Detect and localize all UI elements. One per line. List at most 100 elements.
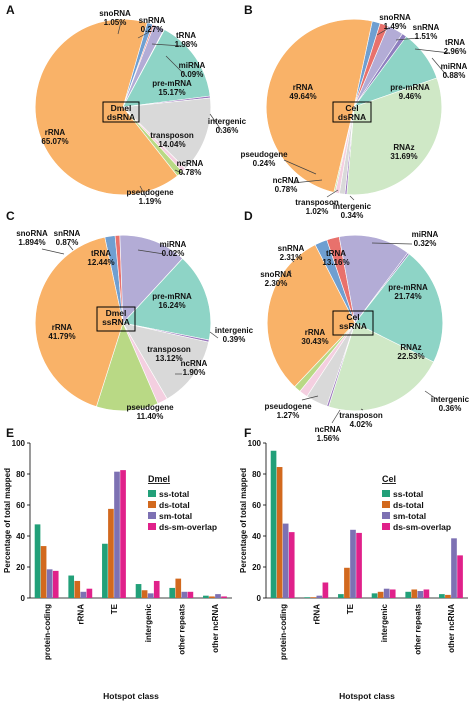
slice-name-pseudogene: pseudogene [264,402,312,411]
slice-name-rnaz: RNAz [400,343,421,352]
center-label-type: ssRNA [339,321,367,331]
bar-ss-total-te [102,543,108,598]
slice-name-rrna: rRNA [52,323,73,332]
slice-value-intergenic: 0.34% [341,211,364,220]
leader-line-ncrna [331,409,341,424]
legend-swatch-sm-total [382,512,390,519]
slice-name-mirna: miRNA [160,240,187,249]
bar-ss-total-intergenic [135,584,142,598]
leader-line-snorna [117,21,122,35]
leader-line-pseudogene [283,159,317,175]
slice-value-mirna: 0.02% [162,249,185,258]
bar-ss-total-te [338,594,344,598]
y-tick-label: 0 [21,594,26,603]
slice-value-snrna: 1.51% [415,32,438,41]
slice-value-mirna: 0.09% [181,70,204,79]
x-tick-label: TE [110,603,119,614]
y-tick-label: 20 [252,563,261,572]
slice-value-trna: 1.98% [175,40,198,49]
panel-letter-c: C [6,209,15,223]
leader-line-mirna [137,249,165,255]
center-label-type: dsRNA [107,112,135,122]
x-tick-label: intergenic [144,603,153,642]
leader-line-trna [414,48,451,54]
pie-outline [265,18,443,196]
slice-value-pre-mrna: 16.24% [158,301,185,310]
bar-ss-total-other-ncrna [439,594,445,598]
leader-line-trna [151,43,183,47]
slice-name-snorna: snoRNA [260,270,292,279]
y-tick-label: 20 [16,563,25,572]
bar-ds-total-protein-coding [276,467,283,598]
bar-sm-total-rrna [316,595,323,598]
legend-label-sm-total: sm-total [159,511,192,521]
leader-line-snorna [41,248,65,255]
bar-sm-total-other-ncrna [451,538,457,598]
bar-sm-total-protein-coding [282,523,289,598]
slice-value-mirna: 0.88% [443,71,466,80]
slice-value-pre-mrna: 21.74% [394,292,421,301]
legend-label-ss-total: ss-total [159,489,189,499]
bar-ss-total-other-repeats [169,587,176,598]
slice-value-rrna: 30.43% [301,337,328,346]
slice-name-snorna: snoRNA [16,229,48,238]
leader-line-snorna [289,269,292,275]
legend-title: Cel [382,474,396,484]
x-tick-label: other repeats [178,603,187,654]
slice-value-ncrna: 0.78% [179,168,202,177]
slice-name-pre-mrna: pre-mRNA [152,292,192,301]
bar-sm-total-other-repeats [181,591,188,598]
slice-name-pseudogene: pseudogene [126,403,174,412]
leader-line-pseudogene [139,185,147,198]
slice-name-snorna: snoRNA [379,13,411,22]
slice-value-ncrna: 0.78% [275,185,298,194]
bar-ds-total-protein-coding [40,546,47,598]
bar-ss-total-rrna [304,597,311,598]
bar-sm-total-intergenic [147,593,154,598]
x-tick-label: other repeats [414,603,423,654]
pie-outline [266,234,444,412]
slice-value-snrna: 2.31% [280,253,303,262]
y-tick-label: 40 [16,532,25,541]
slice-name-rrna: rRNA [305,328,326,337]
y-tick-label: 100 [12,439,26,448]
bar-sm-total-te [114,471,120,598]
slice-value-pseudogene: 0.24% [253,159,276,168]
center-label-organism: Dmel [111,103,132,113]
bar-ds-sm-overlap-intergenic [389,589,396,598]
y-axis-label: Percentage of total mapped [3,468,12,573]
bar-ds-total-other-ncrna [209,596,215,598]
bar-ds-sm-overlap-other-ncrna [221,596,227,598]
slice-name-ncrna: ncRNA [273,176,300,185]
legend-label-ds-total: ds-total [159,500,190,510]
slice-name-rrna: rRNA [45,128,66,137]
leader-line-mirna [371,242,413,245]
center-label-organism: Cel [346,312,359,322]
center-label-organism: Dmel [106,308,127,318]
pie-outline [34,18,212,196]
slice-name-trna: tRNA [91,249,111,258]
leader-line-snrna [67,243,74,251]
slice-name-transposon: transposon [295,198,339,207]
x-tick-label: rRNA [313,604,322,625]
slice-name-snrna: snRNA [139,16,166,25]
slice-name-trna: tRNA [176,31,196,40]
slice-value-intergenic: 0.39% [223,335,246,344]
y-tick-label: 60 [252,501,261,510]
slice-name-snrna: snRNA [54,229,81,238]
bar-ds-sm-overlap-other-repeats [423,589,430,598]
bar-ss-total-rrna [68,575,75,598]
y-tick-label: 40 [252,532,261,541]
legend-label-ds-sm-overlap: ds-sm-overlap [159,522,217,532]
slice-value-trna: 2.96% [444,47,467,56]
slice-name-snorna: snoRNA [99,9,131,18]
center-label-box [96,306,136,332]
slice-name-pre-mrna: pre-mRNA [388,283,428,292]
center-label-type: ssRNA [102,317,130,327]
slice-value-ncrna: 1.56% [317,434,340,443]
leader-line-transposon [360,408,364,411]
y-axis-label: Percentage of total mapped [239,468,248,573]
slice-name-pre-mrna: pre-mRNA [390,83,430,92]
bar-sm-total-other-repeats [417,591,424,598]
